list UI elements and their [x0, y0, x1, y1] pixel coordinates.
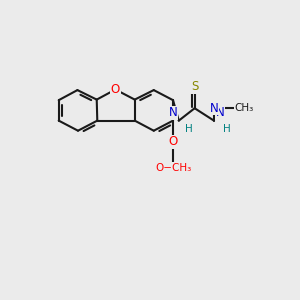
- Text: H: H: [223, 124, 230, 134]
- Text: H: H: [184, 124, 192, 134]
- Text: S: S: [191, 80, 198, 93]
- Text: CH₃: CH₃: [234, 103, 253, 113]
- Text: N: N: [215, 106, 224, 119]
- Text: N: N: [210, 102, 218, 115]
- Text: N: N: [169, 106, 177, 119]
- Text: O: O: [168, 135, 178, 148]
- Text: O−CH₃: O−CH₃: [155, 163, 191, 173]
- Text: O: O: [111, 83, 120, 96]
